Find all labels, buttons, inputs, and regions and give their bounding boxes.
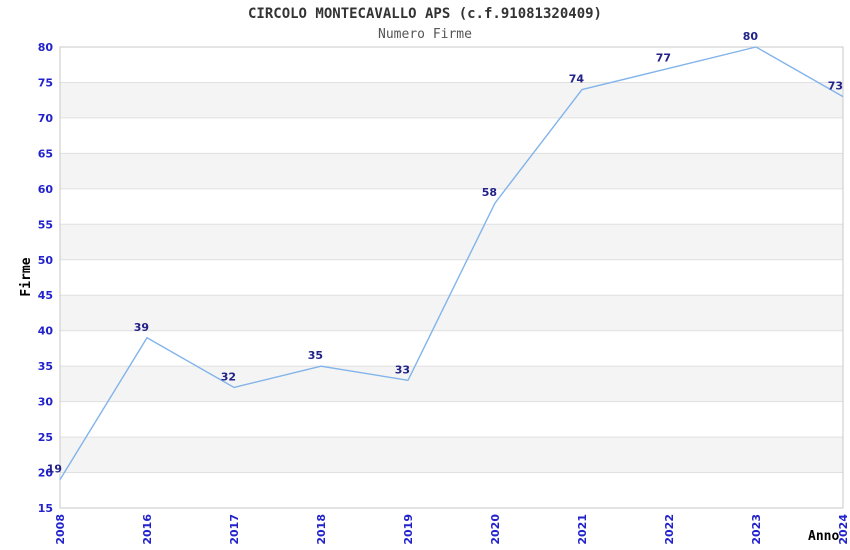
y-tick-label: 20 xyxy=(38,467,54,480)
y-tick-label: 80 xyxy=(38,41,54,54)
x-axis-title: Anno xyxy=(808,529,840,544)
point-value-label: 39 xyxy=(134,321,149,334)
y-tick-label: 50 xyxy=(38,254,54,267)
y-tick-label: 25 xyxy=(38,431,53,444)
background-band xyxy=(60,295,843,331)
y-axis-title: Firme xyxy=(19,257,34,297)
background-band xyxy=(60,153,843,189)
background-band xyxy=(60,224,843,260)
background-band xyxy=(60,472,843,508)
point-value-label: 35 xyxy=(308,349,323,362)
y-tick-label: 75 xyxy=(38,76,53,89)
background-band xyxy=(60,259,843,296)
point-value-label: 74 xyxy=(569,73,585,86)
x-tick-label: 2023 xyxy=(750,514,763,545)
background-band xyxy=(60,401,843,438)
x-tick-label: 2018 xyxy=(315,514,328,545)
background-band xyxy=(60,188,843,225)
plot-border xyxy=(59,46,844,509)
background-band xyxy=(60,82,843,118)
point-value-label: 19 xyxy=(47,463,62,476)
x-tick-label: 2019 xyxy=(402,514,415,545)
point-value-label: 73 xyxy=(828,80,843,93)
data-line xyxy=(59,46,844,480)
x-tick-label: 2021 xyxy=(576,514,589,545)
y-tick-label: 30 xyxy=(38,396,54,409)
background-band xyxy=(60,437,843,473)
x-tick-label: 2024 xyxy=(837,514,850,545)
background-band xyxy=(60,366,843,402)
y-tick-label: 40 xyxy=(38,325,54,338)
y-tick-label: 45 xyxy=(38,289,53,302)
point-value-label: 77 xyxy=(656,51,671,64)
background-band xyxy=(60,330,843,367)
y-tick-label: 55 xyxy=(38,218,53,231)
x-tick-label: 2022 xyxy=(663,514,676,545)
point-value-label: 32 xyxy=(221,370,236,383)
background-band xyxy=(60,47,843,83)
x-tick-label: 2017 xyxy=(228,514,241,545)
chart-subtitle: Numero Firme xyxy=(378,27,472,42)
chart-title: CIRCOLO MONTECAVALLO APS (c.f.9108132040… xyxy=(247,6,602,22)
point-value-label: 58 xyxy=(482,186,497,199)
x-tick-label: 2016 xyxy=(141,514,154,545)
background-band xyxy=(60,117,843,154)
y-tick-label: 15 xyxy=(38,502,53,515)
x-tick-label: 2020 xyxy=(489,514,502,545)
y-tick-label: 65 xyxy=(38,147,53,160)
x-tick-label: 2008 xyxy=(54,514,67,545)
point-value-label: 33 xyxy=(395,363,410,376)
y-tick-label: 70 xyxy=(38,112,54,125)
y-tick-label: 60 xyxy=(38,183,54,196)
point-value-label: 80 xyxy=(743,30,759,43)
y-tick-label: 35 xyxy=(38,360,53,373)
